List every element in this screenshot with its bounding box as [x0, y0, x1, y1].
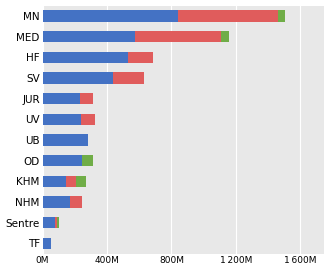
Bar	[43, 155, 82, 166]
Bar	[70, 196, 82, 208]
Bar	[135, 31, 220, 42]
Bar	[43, 31, 135, 42]
Bar	[43, 217, 55, 228]
Bar	[43, 10, 178, 22]
Bar	[220, 31, 229, 42]
Bar	[82, 155, 93, 166]
Bar	[43, 51, 128, 63]
Bar	[55, 217, 57, 228]
Bar	[278, 10, 285, 22]
Bar	[66, 176, 77, 187]
Bar	[113, 72, 144, 84]
Bar	[128, 51, 153, 63]
Bar	[43, 72, 113, 84]
Bar	[178, 10, 278, 22]
Bar	[43, 238, 50, 249]
Bar	[43, 134, 88, 146]
Bar	[81, 114, 95, 125]
Bar	[57, 217, 59, 228]
Bar	[43, 114, 81, 125]
Bar	[43, 176, 66, 187]
Bar	[80, 93, 92, 104]
Bar	[43, 93, 80, 104]
Bar	[77, 176, 86, 187]
Bar	[43, 196, 70, 208]
